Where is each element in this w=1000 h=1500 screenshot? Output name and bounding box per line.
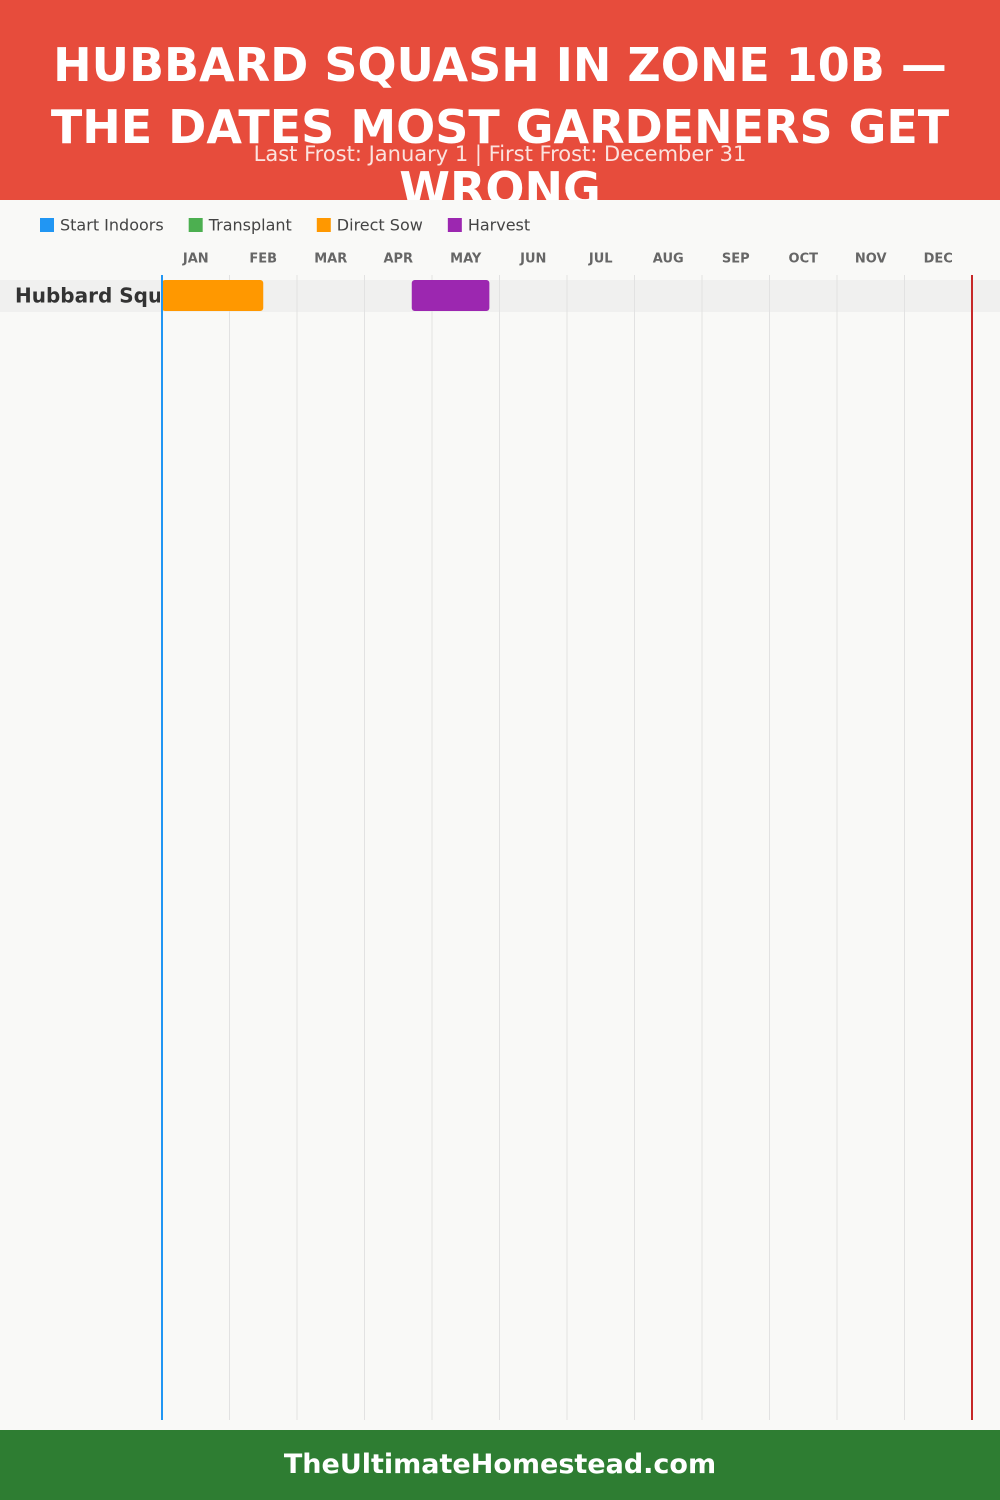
x-tick-label: MAY: [450, 252, 482, 267]
x-tick-label: SEP: [722, 252, 750, 267]
legend-label: Transplant: [208, 216, 292, 235]
x-tick-label: NOV: [855, 252, 887, 267]
legend-swatch: [316, 218, 331, 232]
x-tick-label: JUN: [519, 252, 546, 267]
x-tick-label: FEB: [249, 252, 277, 267]
x-tick-label: APR: [383, 252, 413, 267]
x-tick-label: MAR: [314, 252, 347, 267]
chart-title: HUBBARD SQUASH IN ZONE 10B — THE DATES M…: [50, 38, 950, 200]
chart: Start Indoors Transplant Direct Sow Harvest…: [0, 216, 1000, 1420]
legend-label: Start Indoors: [60, 216, 164, 235]
legend-swatch: [40, 218, 54, 232]
x-tick-label: OCT: [789, 252, 819, 267]
bar: [162, 280, 264, 311]
x-tick-label: DEC: [924, 252, 953, 267]
x-tick-label: JAN: [182, 252, 209, 267]
legend-swatch: [447, 218, 462, 232]
row-label: Hubbard Squash: [15, 284, 202, 308]
legend-label: Direct Sow: [337, 216, 423, 235]
bar: [411, 280, 490, 311]
legend-swatch: [188, 218, 203, 232]
legend-label: Harvest: [468, 216, 530, 235]
x-tick-label: JUL: [588, 252, 613, 267]
header: HUBBARD SQUASH IN ZONE 10B — THE DATES M…: [0, 0, 1000, 200]
x-tick-label: AUG: [653, 252, 684, 267]
footer: TheUltimateHomestead.com: [0, 1430, 1000, 1500]
chart-subtitle: Last Frost: January 1 | First Frost: Dec…: [253, 142, 747, 166]
